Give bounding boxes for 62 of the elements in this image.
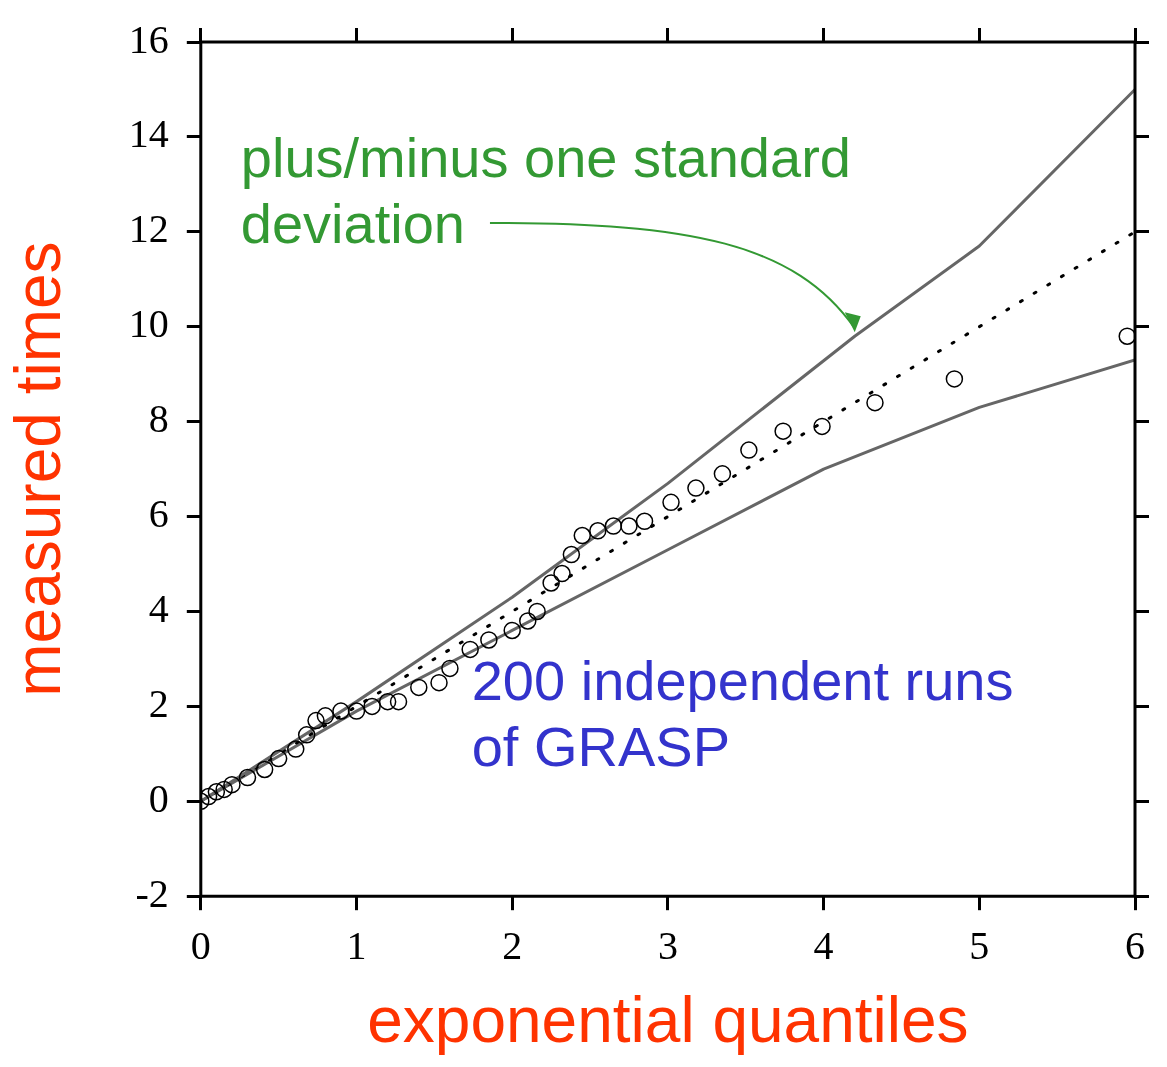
- y-tick-label: 16: [128, 16, 169, 62]
- point: [687, 479, 705, 497]
- x-tick-label: 5: [969, 922, 990, 968]
- point: [238, 768, 257, 787]
- y-tick-label: 14: [128, 111, 169, 157]
- point: [635, 512, 654, 531]
- point: [866, 393, 884, 412]
- point: [207, 783, 226, 801]
- point: [363, 697, 381, 716]
- point: [553, 564, 571, 583]
- point: [347, 702, 366, 720]
- point: [1118, 327, 1135, 345]
- point: [480, 631, 498, 649]
- y-tick-label: 2: [148, 680, 169, 726]
- point: [573, 526, 592, 545]
- point: [287, 740, 305, 758]
- point: [461, 640, 479, 659]
- annotation: 200 independent runs of GRASP: [471, 648, 1014, 778]
- point: [269, 749, 288, 768]
- y-tick-label: 10: [128, 301, 169, 347]
- point: [945, 370, 964, 388]
- y-tick-label: 8: [148, 396, 169, 442]
- x-tick-label: 0: [190, 922, 211, 968]
- point: [604, 517, 623, 535]
- point: [542, 574, 560, 592]
- point: [410, 678, 428, 697]
- point: [430, 673, 448, 692]
- point: [528, 602, 546, 621]
- x-tick-label: 2: [502, 922, 523, 968]
- point: [389, 692, 408, 711]
- point: [223, 775, 241, 794]
- y-tick-label: -2: [135, 870, 169, 916]
- x-axis-title: exponential quantiles: [367, 984, 969, 1057]
- y-tick-label: 0: [148, 775, 169, 821]
- point: [200, 787, 218, 806]
- point: [297, 726, 316, 744]
- point: [589, 522, 607, 540]
- point: [307, 711, 325, 730]
- point: [378, 692, 397, 711]
- x-tick-label: 4: [813, 922, 834, 968]
- point: [813, 417, 831, 436]
- point: [519, 612, 537, 630]
- point: [255, 760, 274, 779]
- point: [316, 707, 335, 725]
- annotation: plus/minus one standard deviation: [240, 126, 851, 255]
- point: [620, 517, 638, 535]
- x-tick-label: 6: [1125, 922, 1145, 968]
- point: [332, 702, 350, 720]
- y-tick-label: 12: [128, 206, 169, 252]
- y-axis-title: measured times: [2, 241, 75, 697]
- x-tick-label: 3: [657, 922, 678, 968]
- point: [740, 441, 758, 459]
- point: [713, 465, 732, 483]
- point: [562, 545, 581, 564]
- x-tick-label: 1: [346, 922, 367, 968]
- point: [441, 659, 459, 678]
- point: [662, 493, 680, 512]
- y-tick-label: 6: [148, 491, 169, 537]
- point: [215, 780, 233, 799]
- point: [503, 621, 521, 640]
- point: [774, 422, 792, 440]
- y-tick-label: 4: [148, 585, 169, 631]
